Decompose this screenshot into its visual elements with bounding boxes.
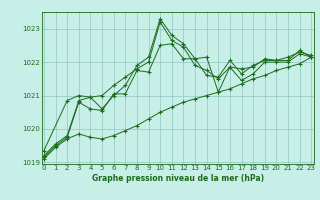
X-axis label: Graphe pression niveau de la mer (hPa): Graphe pression niveau de la mer (hPa) (92, 174, 264, 183)
